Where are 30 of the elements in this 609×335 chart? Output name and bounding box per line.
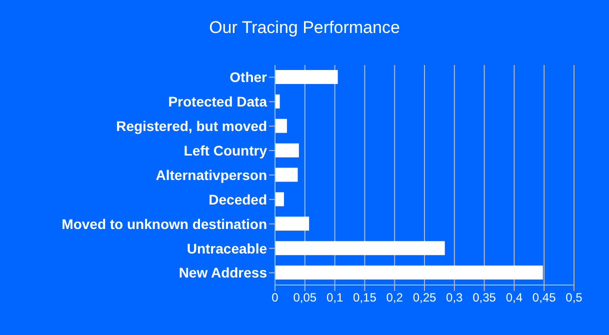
x-tick-label: 0,45 (532, 290, 556, 305)
x-tick-label: 0,5 (566, 290, 583, 305)
y-tick-label: Protected Data (168, 94, 268, 110)
bar (275, 94, 280, 108)
y-tick-label: Other (230, 69, 268, 86)
bar (275, 118, 287, 133)
bar (275, 241, 445, 256)
y-tick-label: Deceded (208, 191, 267, 208)
x-tick-label: 0 (272, 290, 279, 305)
x-tick-label: 0,25 (412, 290, 436, 305)
x-tick-label: 0,15 (353, 290, 377, 305)
y-tick-label: Left Country (184, 142, 268, 159)
bar (275, 216, 310, 231)
x-tick-label: 0,2 (386, 290, 404, 305)
y-tick-label: Untraceable (186, 240, 268, 256)
chart-title: Our Tracing Performance (208, 18, 401, 38)
x-tick-label: 0,4 (506, 290, 523, 305)
y-tick-label: Registered, but moved (116, 118, 267, 134)
x-tick-label: 0,3 (446, 290, 464, 305)
bar (275, 266, 543, 280)
y-tick-label: New Address (178, 264, 268, 281)
y-tick-label: Moved to unknown destination (62, 216, 267, 232)
bar (275, 70, 338, 84)
bar (275, 168, 298, 182)
x-tick-label: 0,05 (293, 290, 317, 305)
x-tick-label: 0,1 (326, 290, 344, 305)
x-tick-label: 0,35 (472, 290, 496, 305)
bar (275, 192, 284, 206)
bar (275, 143, 299, 158)
y-tick-label: Alternativperson (156, 166, 267, 183)
